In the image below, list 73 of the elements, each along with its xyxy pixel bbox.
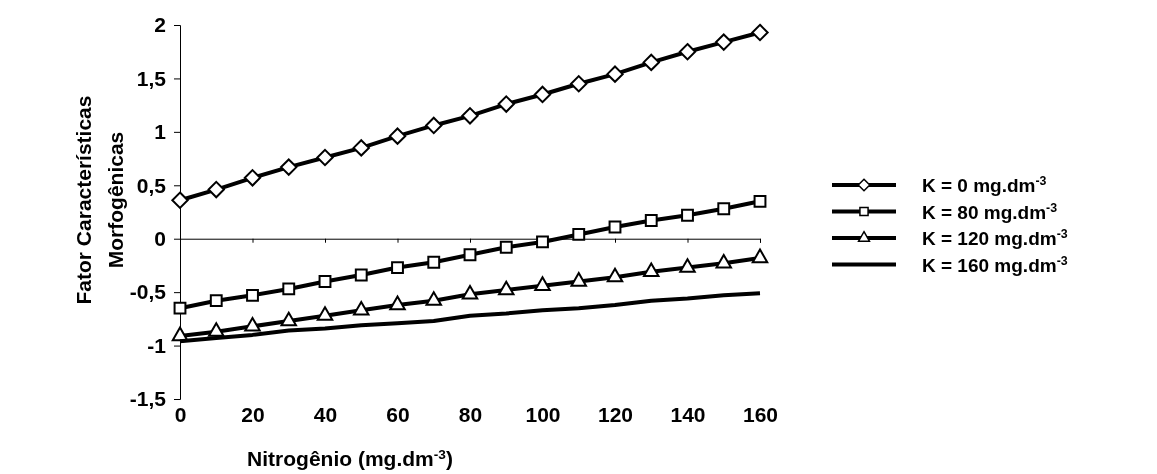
- point: [280, 158, 298, 176]
- y-tick-label: -1: [147, 333, 167, 357]
- point: [243, 169, 262, 187]
- point: [389, 295, 406, 311]
- point: [318, 275, 332, 288]
- point: [570, 272, 587, 287]
- point: [244, 316, 261, 332]
- point: [644, 214, 658, 227]
- point: [751, 23, 769, 42]
- point: [425, 116, 443, 135]
- y-tick-label: 0,5: [136, 173, 167, 197]
- point: [461, 284, 479, 300]
- point: [282, 282, 296, 296]
- x-tick-label: 40: [313, 402, 338, 426]
- point: [572, 228, 586, 241]
- point: [427, 255, 441, 269]
- y-tick-label: -0,5: [129, 280, 167, 304]
- y-tick-label: 1: [154, 120, 167, 144]
- x-tick-label: 120: [597, 402, 634, 426]
- point: [316, 148, 334, 167]
- point: [498, 280, 515, 296]
- legend-label: K = 80 mg.dm$^{-3}$: [922, 200, 1058, 223]
- point: [209, 294, 223, 308]
- point: [642, 53, 660, 72]
- x-axis-title: Nitrogênio (mg.dm$^{-3}$): [247, 446, 453, 470]
- point: [463, 248, 477, 262]
- point: [352, 139, 370, 157]
- point: [354, 268, 368, 282]
- x-tick-label: 60: [386, 402, 410, 426]
- x-tick-label: 0: [174, 402, 187, 426]
- point: [171, 326, 189, 342]
- y-tick-label: 0: [154, 226, 166, 250]
- point: [353, 300, 370, 316]
- point: [606, 267, 624, 283]
- point: [679, 258, 696, 273]
- point: [753, 194, 767, 208]
- point: [391, 261, 404, 274]
- y-axis-title: Fator Características Morfogênicas: [72, 95, 127, 305]
- x-tick-label: 100: [525, 402, 561, 426]
- point: [173, 301, 187, 315]
- point: [208, 322, 225, 337]
- point: [643, 262, 660, 278]
- point: [316, 306, 334, 321]
- y-tick-label: 2: [154, 13, 166, 37]
- point: [717, 202, 731, 216]
- x-tick-label: 80: [458, 402, 483, 426]
- point: [388, 127, 407, 145]
- point: [678, 43, 697, 61]
- point: [715, 33, 733, 51]
- x-tick-label: 160: [742, 402, 779, 426]
- x-tick-label: 140: [670, 402, 706, 426]
- point: [425, 291, 442, 306]
- point: [570, 75, 588, 93]
- legend-label: K = 120 mg.dm$^{-3}$: [922, 227, 1068, 249]
- point: [536, 235, 549, 249]
- point: [461, 107, 479, 125]
- point: [681, 208, 694, 222]
- y-tick-label: -1,5: [129, 387, 167, 411]
- legend-label: K = 160 mg.dm$^{-3}$: [922, 253, 1068, 276]
- point: [499, 240, 513, 254]
- point: [280, 311, 297, 327]
- legend-label: K = 0 mg.dm$^{-3}$: [922, 174, 1047, 196]
- point: [497, 95, 515, 113]
- point: [715, 253, 732, 269]
- point: [534, 276, 551, 291]
- y-tick-label: 1,5: [136, 66, 167, 90]
- x-tick-label: 20: [241, 402, 265, 426]
- point: [207, 180, 225, 199]
- point: [171, 191, 189, 209]
- point: [533, 85, 552, 104]
- point: [606, 65, 624, 83]
- point: [246, 288, 259, 302]
- point: [751, 248, 769, 264]
